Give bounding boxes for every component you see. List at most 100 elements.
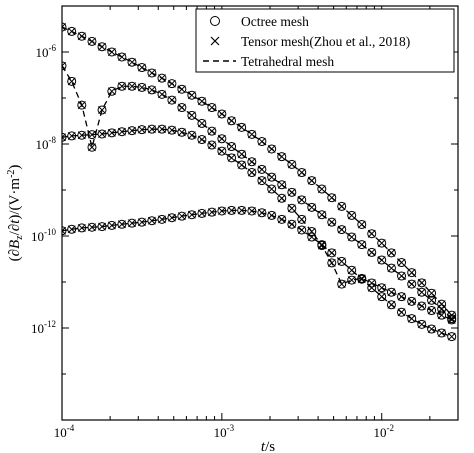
series-2-tensor-point: [327, 218, 336, 227]
series-2-tensor-point: [247, 157, 256, 166]
series-1-tensor-point: [98, 42, 106, 51]
series-1-octree-point: [117, 52, 127, 62]
x-tick-label: 10-2: [373, 423, 394, 440]
series-3-tensor-point: [437, 311, 446, 320]
series-3-octree-point: [157, 124, 167, 134]
series-1-tensor-point: [158, 74, 166, 83]
series-4-tensor-point: [427, 325, 436, 333]
series-1-octree-point: [247, 129, 257, 139]
series-4-tensor-point: [98, 222, 106, 231]
series-1-tensor-point: [387, 248, 396, 257]
series-3-octree-point: [377, 283, 387, 293]
series-3-octree-point: [107, 128, 117, 138]
series-4-tensor-point: [62, 226, 66, 235]
series-1-octree-point: [337, 201, 347, 211]
series-3-octree-point: [386, 287, 396, 297]
series-4-octree-point: [207, 207, 217, 217]
series-4-tensor-point: [357, 275, 366, 284]
series-4-tensor-point: [377, 292, 386, 301]
series-2-octree-point: [267, 172, 277, 182]
series-4-tensor-point: [88, 223, 96, 232]
series-2-tensor-point: [397, 272, 406, 280]
series-3-octree-point: [437, 310, 447, 320]
series-1-tensor-point: [417, 278, 426, 287]
series-4-tensor-point: [277, 215, 286, 224]
series-2-tetrahedral-line: [62, 65, 453, 320]
x-tick-label: 10-4: [54, 423, 75, 440]
series-3-tensor-point: [128, 126, 136, 135]
series-2-octree-point: [247, 157, 257, 167]
series-4-tensor-point: [207, 208, 216, 217]
series-3-tensor-point: [267, 185, 276, 193]
series-4-tensor-point: [447, 332, 456, 341]
series-2-tensor-point: [407, 280, 416, 289]
series-2-tensor-point: [217, 134, 226, 143]
series-1-tensor-point: [167, 79, 176, 88]
series-2-tensor-point: [117, 82, 126, 91]
series-3-octree-point: [277, 193, 287, 203]
x-axis-label: t/s: [261, 439, 275, 453]
series-4-octree-point: [117, 219, 127, 229]
series-1-tensor-point: [397, 258, 406, 267]
series-4-octree-point: [237, 205, 247, 215]
series-4-octree-point: [197, 208, 207, 218]
series-4-tensor-point: [297, 226, 306, 234]
y-tick-label: 10-8: [36, 135, 57, 152]
series-4-octree-point: [386, 300, 396, 310]
series-2-tensor-point: [287, 188, 296, 197]
series-3-tensor-point: [387, 288, 396, 297]
series-4-tensor-point: [107, 221, 116, 230]
series-2-octree-point: [437, 304, 447, 314]
series-4-tensor-point: [227, 206, 236, 215]
series-3-tensor-point: [137, 125, 146, 134]
series-4-tensor-point: [177, 212, 186, 221]
series-2-octree-point: [227, 142, 237, 152]
series-4-octree-point: [397, 307, 407, 317]
series-3-tensor-point: [337, 280, 346, 289]
series-3-octree-point: [62, 132, 67, 142]
series-1-tensor-point: [257, 137, 266, 146]
series-1-octree-point: [107, 47, 117, 57]
series-1-octree-point: [287, 159, 297, 169]
series-4-octree-point: [357, 274, 367, 284]
series-4-octree-point: [247, 206, 257, 216]
series-1-octree-point: [147, 68, 157, 78]
series-4-tensor-point: [367, 283, 376, 292]
series-2-tensor-point: [427, 296, 436, 305]
series-3-tensor-point: [77, 131, 86, 140]
series-3-tensor-point: [107, 128, 116, 137]
series-1-tensor-point: [177, 85, 186, 94]
series-2-tensor-point: [277, 180, 286, 189]
series-4-tensor-point: [247, 207, 256, 215]
series-4-octree-point: [87, 222, 97, 232]
legend-label: Tetrahedral mesh: [241, 54, 334, 69]
series-3-octree-point: [237, 160, 247, 170]
series-3-octree-point: [417, 301, 427, 311]
series-3-tensor-point: [117, 127, 126, 136]
series-3-tensor-point: [187, 131, 196, 140]
series-2-tensor-point: [257, 165, 266, 174]
series-3-octree-point: [177, 127, 187, 137]
series-3-tensor-point: [237, 161, 246, 169]
series-1-tensor-point: [297, 168, 306, 177]
series-2-octree-point: [337, 225, 347, 235]
series-1-octree-point: [237, 122, 247, 132]
series-2-octree-point: [237, 149, 247, 159]
series-3-tensor-point: [417, 302, 426, 311]
series-4-octree-point: [307, 232, 317, 242]
series-1-tensor-point: [107, 48, 116, 56]
series-1-octree-point: [257, 137, 267, 147]
series-2-octree-point: [386, 263, 396, 273]
series-3-octree-point: [77, 130, 87, 140]
series-3-tensor-point: [227, 153, 236, 162]
series-2-octree-point: [147, 85, 157, 95]
series-2-octree-point: [127, 81, 137, 91]
series-2-tensor-point: [67, 77, 76, 86]
series-4-octree-point: [187, 210, 197, 220]
series-3-octree-point: [407, 296, 417, 306]
series-2-octree-point: [207, 126, 217, 136]
series-3-octree-point: [347, 275, 357, 285]
series-4-octree-point: [217, 206, 227, 216]
series-4-octree-point: [137, 217, 147, 227]
